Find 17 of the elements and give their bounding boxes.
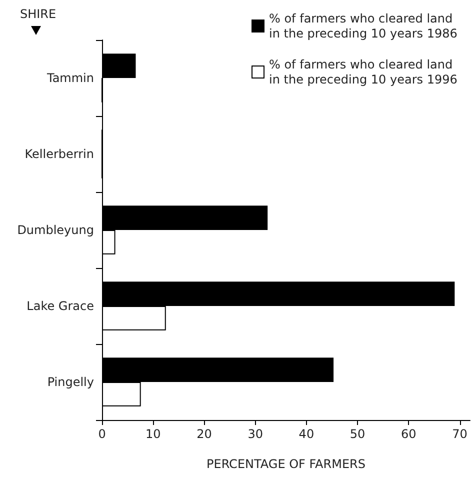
x-tick-label: 10 (145, 427, 161, 441)
x-tick-label: 20 (196, 427, 212, 441)
x-tick-label: 0 (98, 427, 106, 441)
y-axis-title: SHIRE (20, 7, 56, 21)
x-axis-title: PERCENTAGE OF FARMERS (206, 457, 366, 471)
y-tick-label: Tammin (46, 71, 94, 85)
y-tick-label: Dumbleyung (17, 223, 94, 237)
y-tick-label: Pingelly (47, 375, 94, 389)
x-tick-label: 50 (350, 427, 366, 441)
x-tick-label: 30 (248, 427, 263, 441)
legend-label: % of farmers who cleared land in the preceding 10 years 1986 (269, 12, 458, 40)
x-tick-label: 60 (401, 427, 416, 441)
x-tick-label: 70 (452, 427, 468, 441)
legend-label: % of farmers who cleared land in the preceding 10 years 1996 (269, 58, 458, 86)
y-tick-label: Lake Grace (26, 299, 94, 313)
x-tick-label: 40 (298, 427, 314, 441)
y-tick-label: Kellerberrin (24, 147, 94, 161)
